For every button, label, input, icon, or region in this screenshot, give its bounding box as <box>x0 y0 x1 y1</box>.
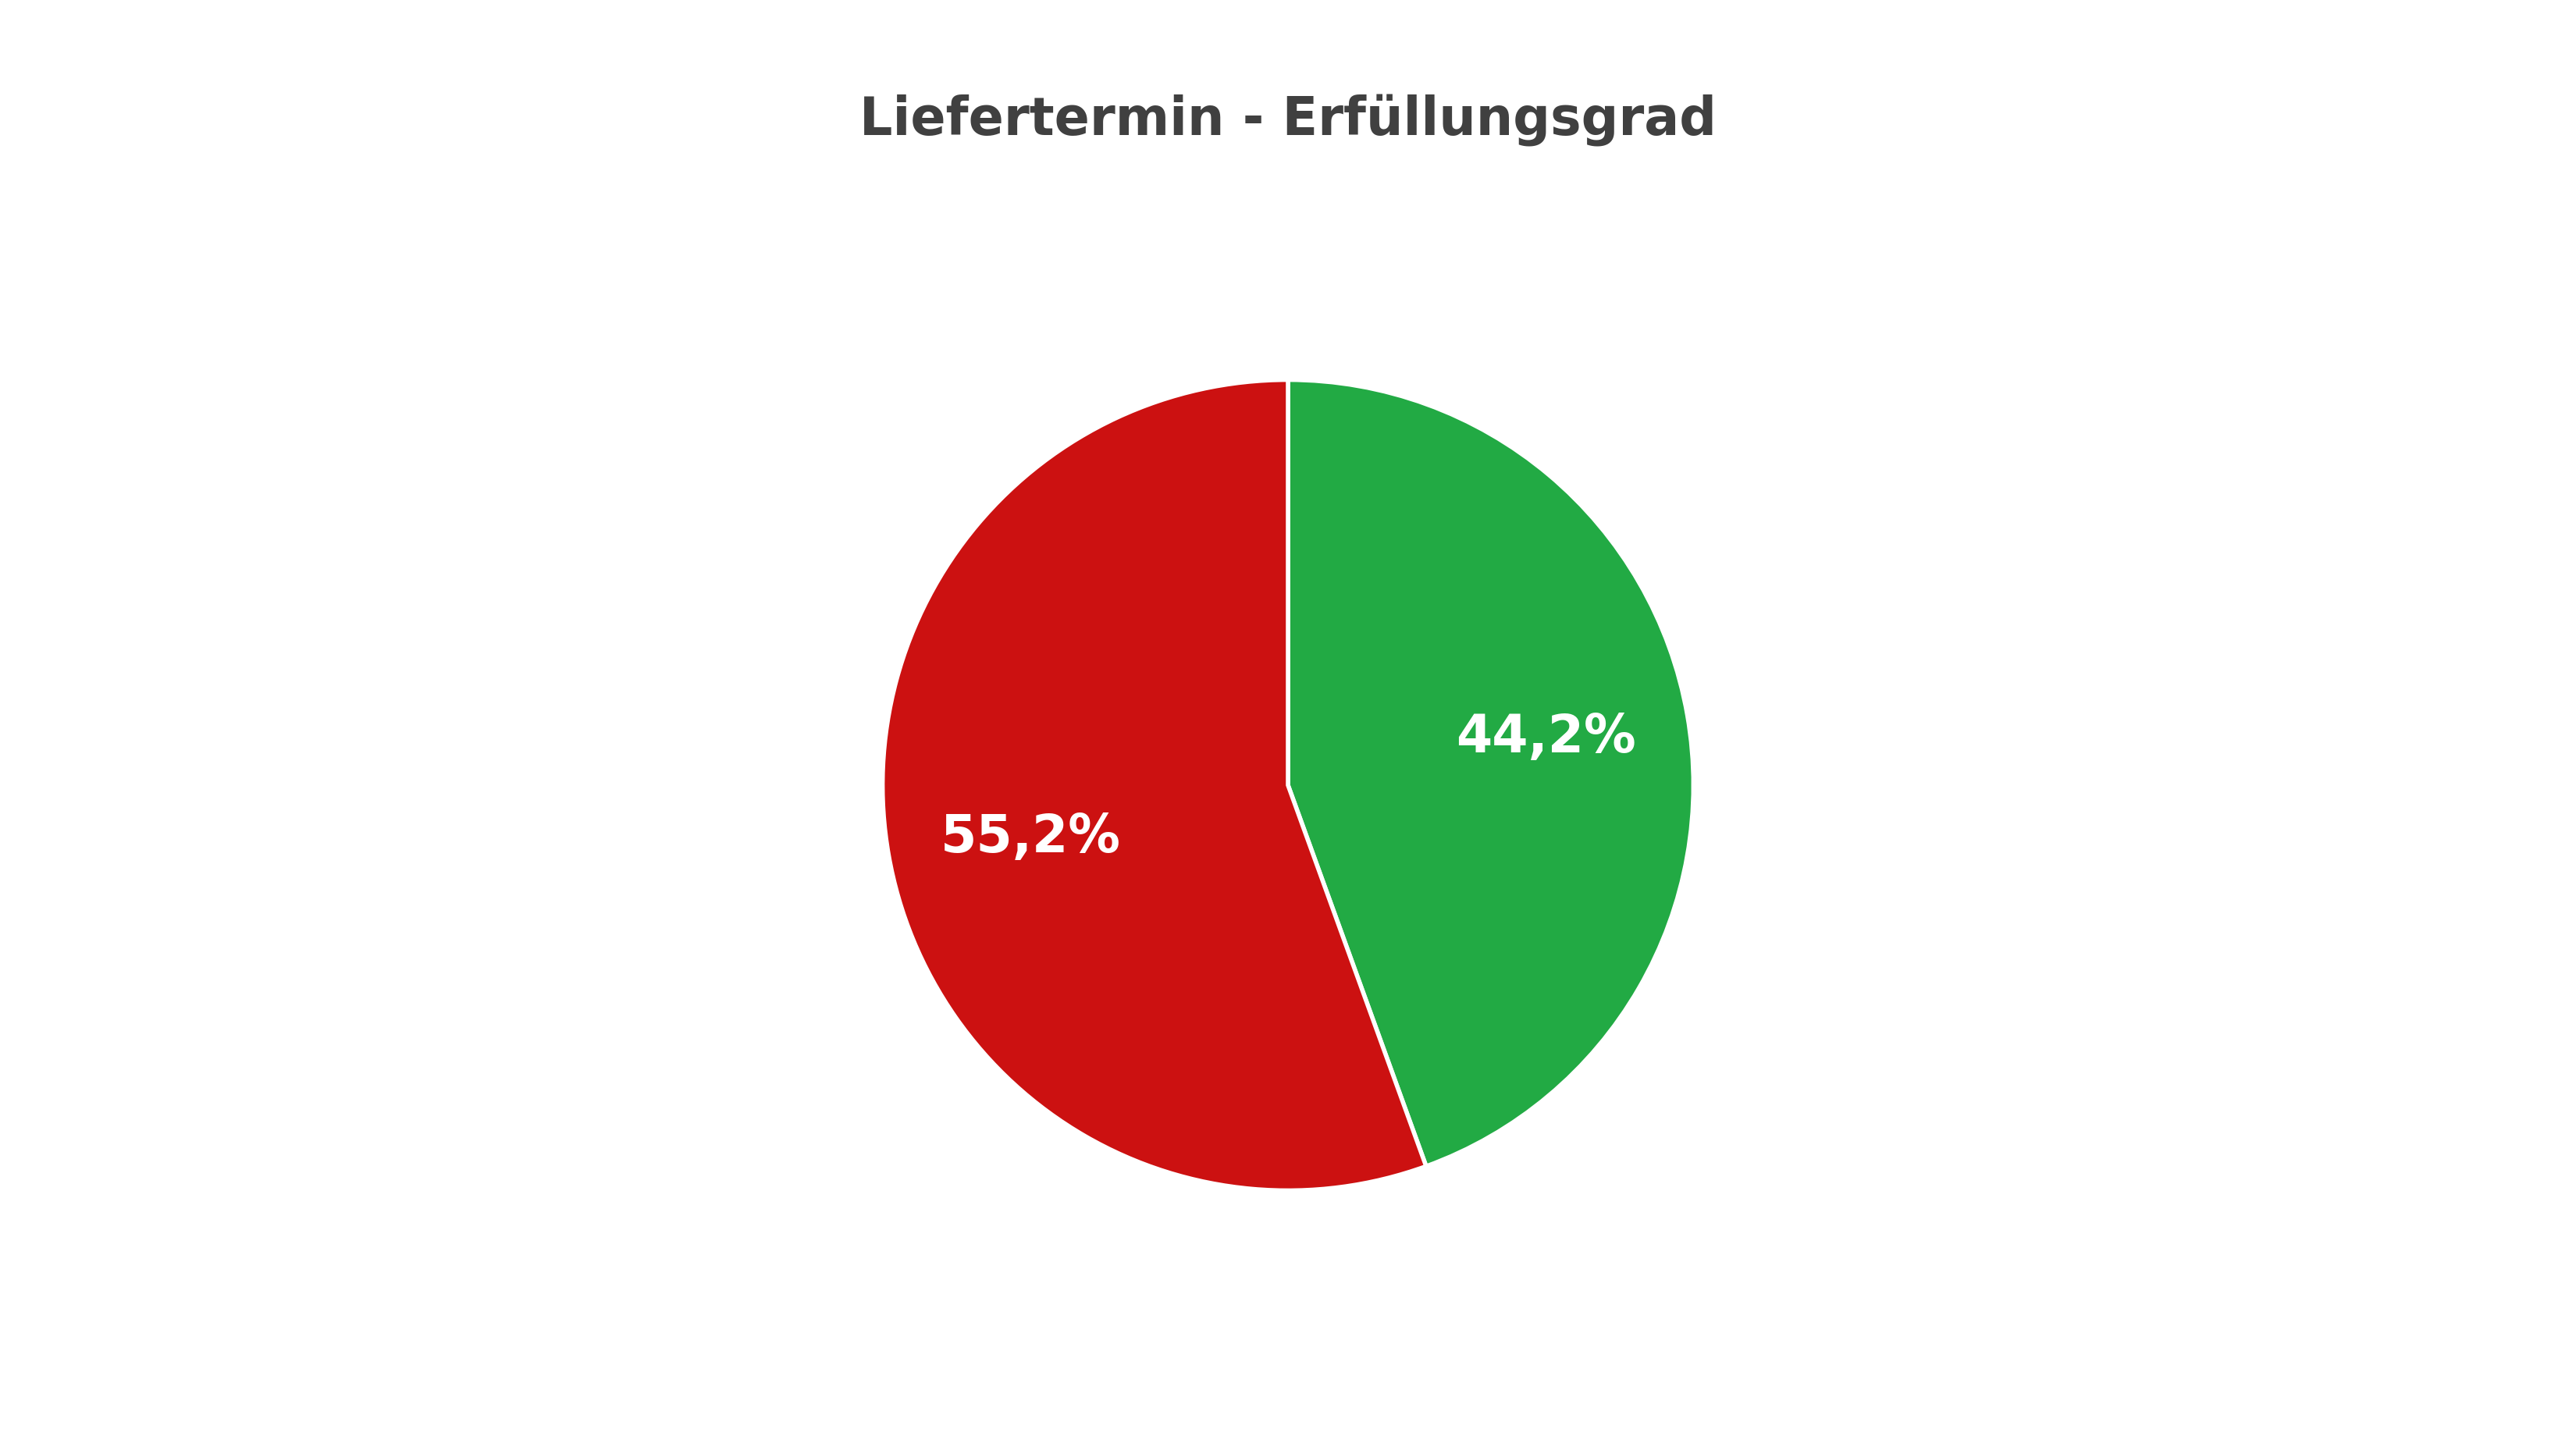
Text: 55,2%: 55,2% <box>940 811 1121 864</box>
Legend: LT - Termingerecht, LT - Verspätet: LT - Termingerecht, LT - Verspätet <box>819 1439 1757 1454</box>
Wedge shape <box>1288 379 1692 1166</box>
Wedge shape <box>884 379 1427 1191</box>
Text: 44,2%: 44,2% <box>1455 712 1636 763</box>
Title: Liefertermin - Erfüllungsgrad: Liefertermin - Erfüllungsgrad <box>860 95 1716 147</box>
